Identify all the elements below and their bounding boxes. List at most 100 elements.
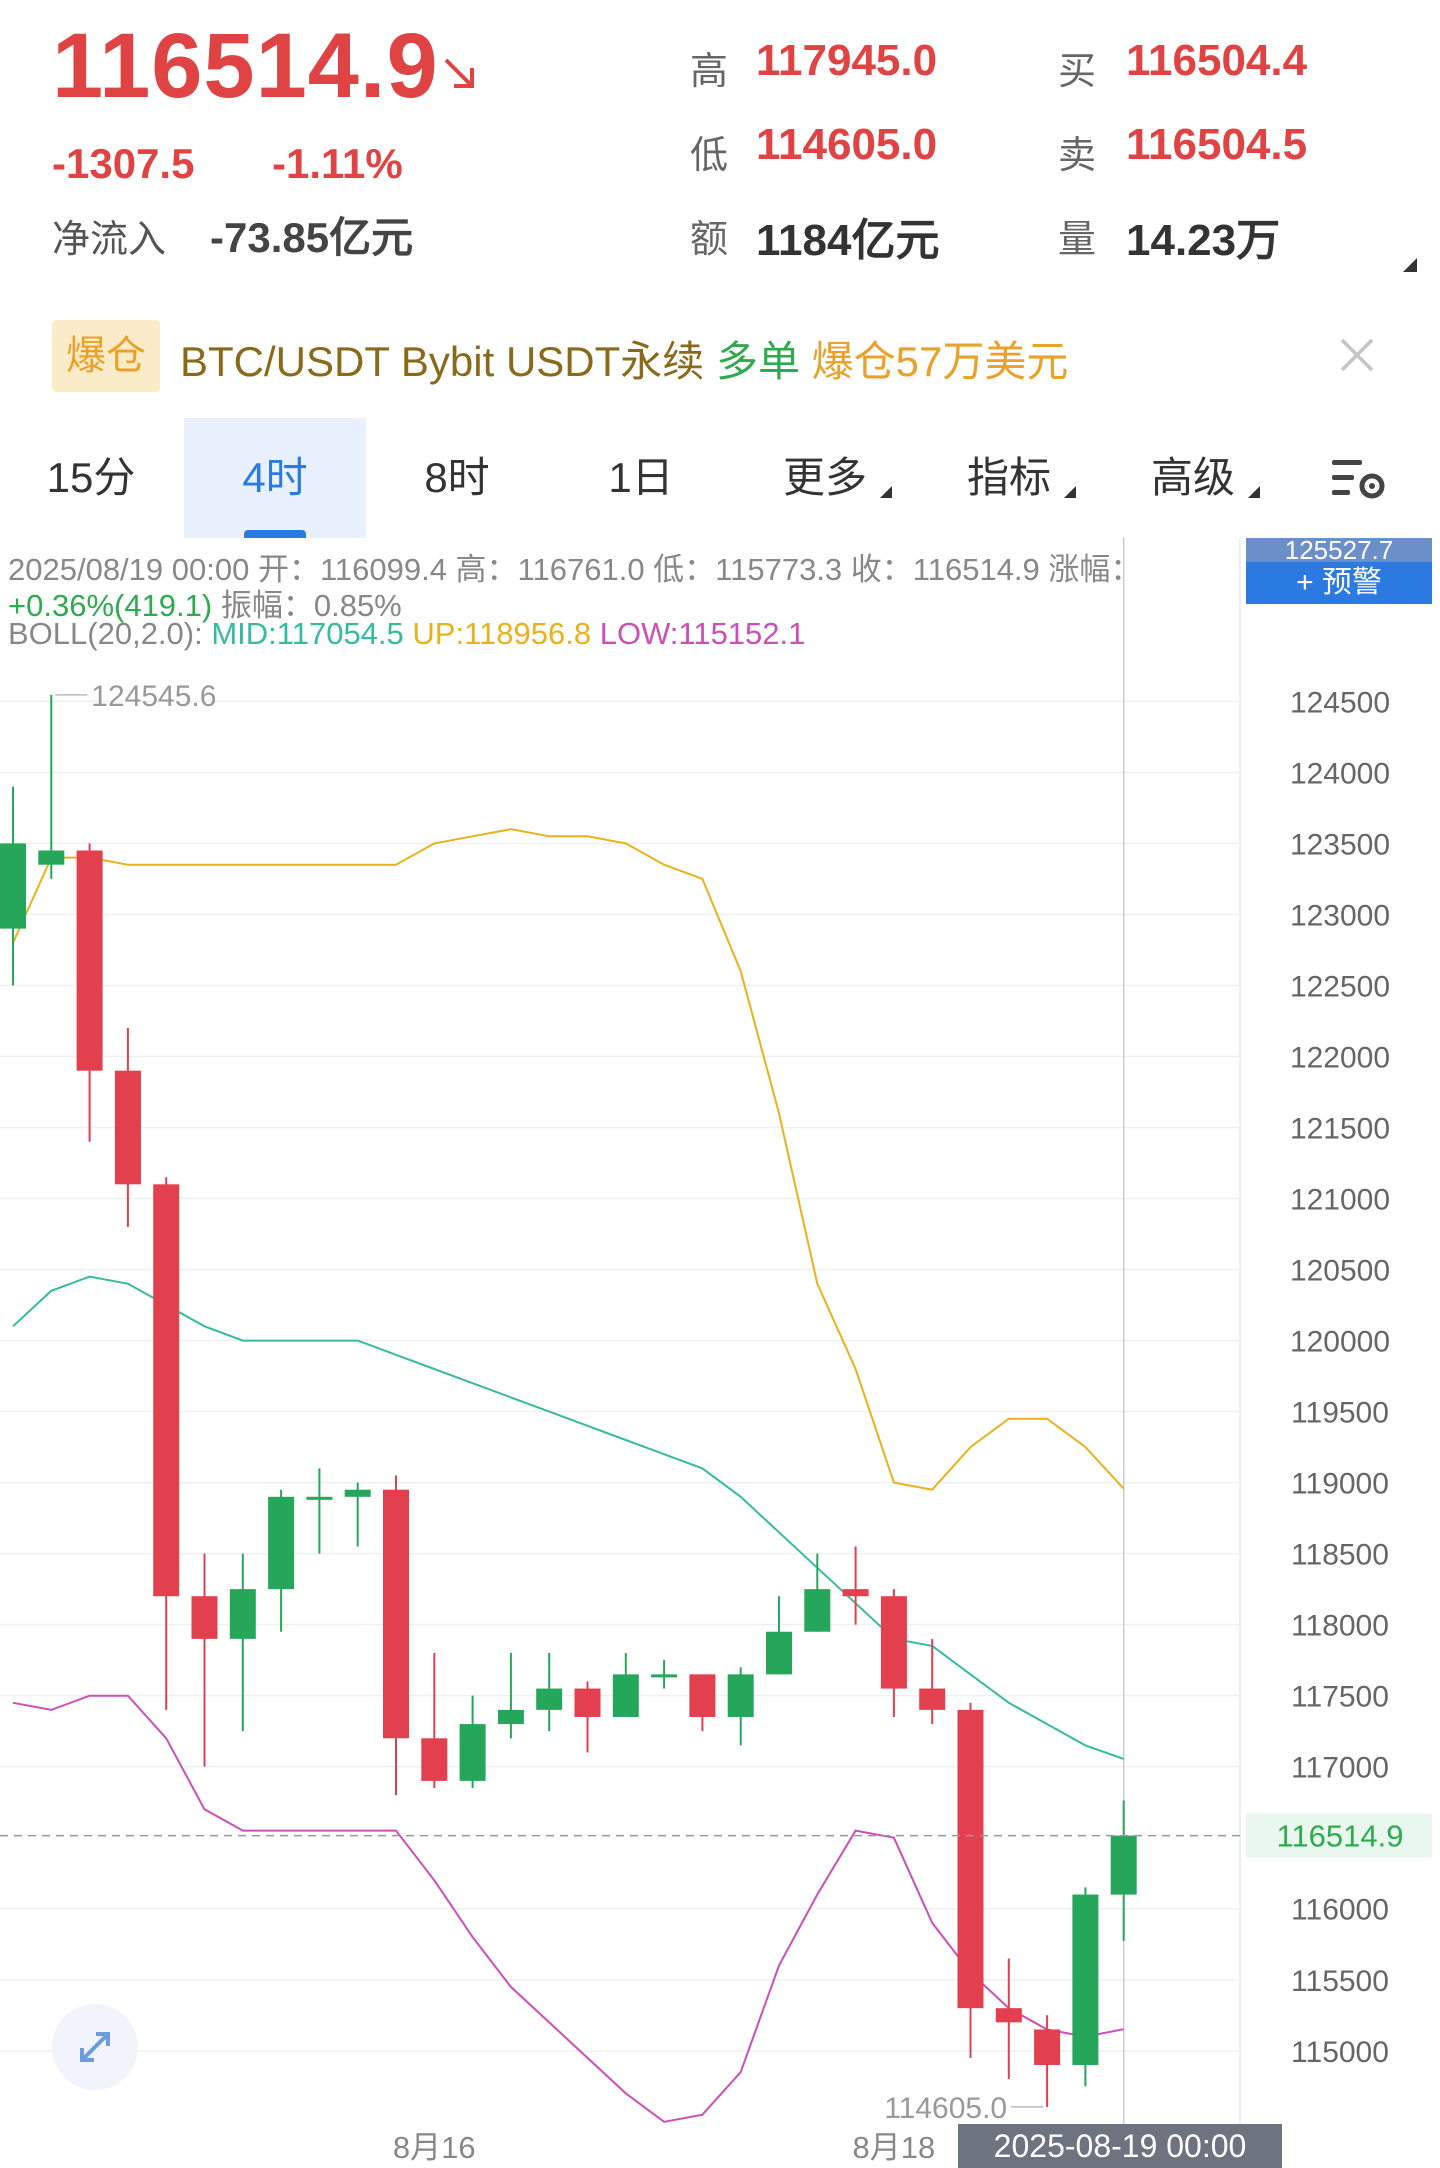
boll-prefix: BOLL(20,2.0):	[8, 616, 212, 651]
change-pct-info: +0.36%(419.1)	[8, 588, 213, 623]
change-info: +0.36%(419.1) 振幅：0.85%	[8, 580, 402, 625]
candle-down	[574, 1688, 601, 1717]
current-price-tag	[1246, 1813, 1432, 1858]
amount-label: 额	[690, 219, 729, 261]
candle-down	[153, 1184, 180, 1597]
tab-label: 指标	[966, 454, 1051, 501]
bid-value: 116504.4	[1126, 36, 1308, 85]
kline-chart[interactable]: 124500 124000 123500 123000 122500 122000 1215…	[0, 538, 1440, 2168]
candle-up	[497, 1709, 524, 1725]
candle-up	[268, 1496, 295, 1590]
y-tick-label: 120000	[1290, 1326, 1390, 1359]
x-axis-label: 8月16	[393, 2130, 476, 2165]
active-tab-indicator	[244, 530, 306, 538]
price-change: -1307.5	[52, 140, 195, 187]
last-price: 116514.9	[52, 15, 439, 117]
volume-label: 量	[1058, 219, 1097, 261]
boll-mid-label: MID:117054.5	[211, 616, 404, 651]
candle-up	[536, 1688, 563, 1710]
amplitude-info: 振幅：0.85%	[212, 588, 402, 623]
price-axis-panel	[1240, 538, 1440, 2168]
tab-15m[interactable]: 15分	[0, 418, 182, 538]
y-tick-label: 119500	[1291, 1397, 1389, 1430]
y-tick-label: 124000	[1290, 757, 1390, 790]
y-tick-label: 119000	[1291, 1468, 1389, 1501]
tab-label: 4时	[242, 454, 308, 501]
candle-up	[459, 1724, 486, 1781]
candle-down	[957, 1709, 984, 2009]
candle-up	[1110, 1835, 1137, 1895]
candle-down	[689, 1674, 716, 1717]
candle-up	[804, 1589, 831, 1632]
tab-4h[interactable]: 4时	[184, 418, 366, 538]
y-tick-label: 116000	[1291, 1894, 1389, 1927]
y-tick-label: 123000	[1290, 899, 1390, 932]
banner-text: BTC/USDT Bybit USDT永续 多单 爆仓57万美元	[180, 328, 1068, 389]
y-tick-label: 122000	[1290, 1041, 1390, 1074]
y-tick-label: 118000	[1291, 1610, 1389, 1643]
boll-low-label: LOW:115152.1	[599, 616, 806, 651]
boll-lower-line	[12, 1694, 1124, 2123]
candlestick-chart[interactable]: 124500 124000 123500 123000 122500 122000 1215…	[0, 538, 1440, 2168]
tab-indicators[interactable]: 指标	[918, 418, 1100, 538]
candle-up	[344, 1489, 371, 1497]
ask-label: 卖	[1058, 135, 1097, 177]
candle-up	[229, 1589, 256, 1639]
candle-down	[383, 1489, 409, 1739]
x-axis-label: 8月18	[853, 2130, 936, 2165]
y-tick-label: 115500	[1291, 1965, 1389, 1998]
close-icon[interactable]	[1334, 332, 1380, 378]
low-value: 114605.0	[756, 120, 938, 169]
boll-upper-line	[12, 828, 1125, 1491]
tab-label: 1日	[608, 454, 674, 501]
candle-up	[306, 1496, 333, 1500]
expand-quote-icon[interactable]	[1403, 258, 1417, 272]
add-alert-button[interactable]: + 预警	[1246, 562, 1432, 604]
expand-icon	[80, 2032, 110, 2062]
tab-8h[interactable]: 8时	[366, 418, 548, 538]
y-tick-label: 120500	[1290, 1255, 1390, 1288]
candle-down	[114, 1070, 141, 1185]
boll-up-label: UP:118956.8	[412, 616, 592, 651]
volume-value: 14.23万	[1126, 216, 1281, 265]
ohlc-info: 2025/08/19 00:00 开：116099.4 高：116761.0 低…	[8, 552, 1142, 587]
arrow-down-right-icon	[444, 58, 474, 88]
bid-label: 买	[1058, 51, 1097, 93]
candle-up	[0, 843, 26, 929]
tab-1d[interactable]: 1日	[550, 418, 732, 538]
tab-label: 更多	[782, 454, 867, 501]
current-price-label: 116514.9	[1277, 1819, 1404, 1854]
amount-value: 1184亿元	[756, 216, 940, 265]
tab-label: 8时	[424, 454, 490, 501]
alert-top-value: 125527.7	[1246, 538, 1432, 562]
candle-up	[612, 1674, 639, 1717]
candle-up	[1072, 1894, 1099, 2065]
candle-up	[727, 1674, 754, 1717]
fullscreen-button[interactable]	[52, 2004, 138, 2090]
candle-down	[191, 1596, 218, 1639]
high-value: 117945.0	[756, 36, 938, 85]
period-tabs: 15分 4时 8时 1日 更多 指标 高级	[0, 418, 1440, 538]
liquidation-badge: 爆仓	[52, 320, 160, 392]
y-tick-label: 118500	[1291, 1539, 1389, 1572]
y-tick-label: 122500	[1290, 970, 1390, 1003]
net-inflow-label: 净流入	[52, 219, 167, 261]
y-tick-label: 121000	[1290, 1184, 1390, 1217]
dropdown-icon	[1248, 486, 1260, 498]
y-tick-label: 121500	[1290, 1112, 1390, 1145]
ask-value: 116504.5	[1126, 120, 1308, 169]
tab-advanced[interactable]: 高级	[1102, 418, 1284, 538]
boll-mid-line	[12, 1275, 1125, 1760]
y-tick-label: 117000	[1291, 1752, 1389, 1785]
banner-side: 多单	[715, 338, 800, 385]
liquidation-banner[interactable]: 爆仓 BTC/USDT Bybit USDT永续 多单 爆仓57万美元	[0, 310, 1440, 404]
quote-header: 116514.9 -1307.5 -1.11% 净流入 -73.85亿元 高 1…	[0, 0, 1440, 300]
low-label: 低	[690, 135, 729, 177]
tab-more[interactable]: 更多	[734, 418, 916, 538]
y-tick-label: 124500	[1290, 686, 1390, 719]
y-tick-label: 123500	[1290, 828, 1390, 861]
chart-settings-icon[interactable]	[1330, 454, 1390, 504]
tab-label: 高级	[1150, 454, 1235, 501]
net-inflow-value: -73.85亿元	[210, 214, 414, 261]
boll-legend: BOLL(20,2.0): MID:117054.5 UP:118956.8 L…	[8, 616, 805, 652]
